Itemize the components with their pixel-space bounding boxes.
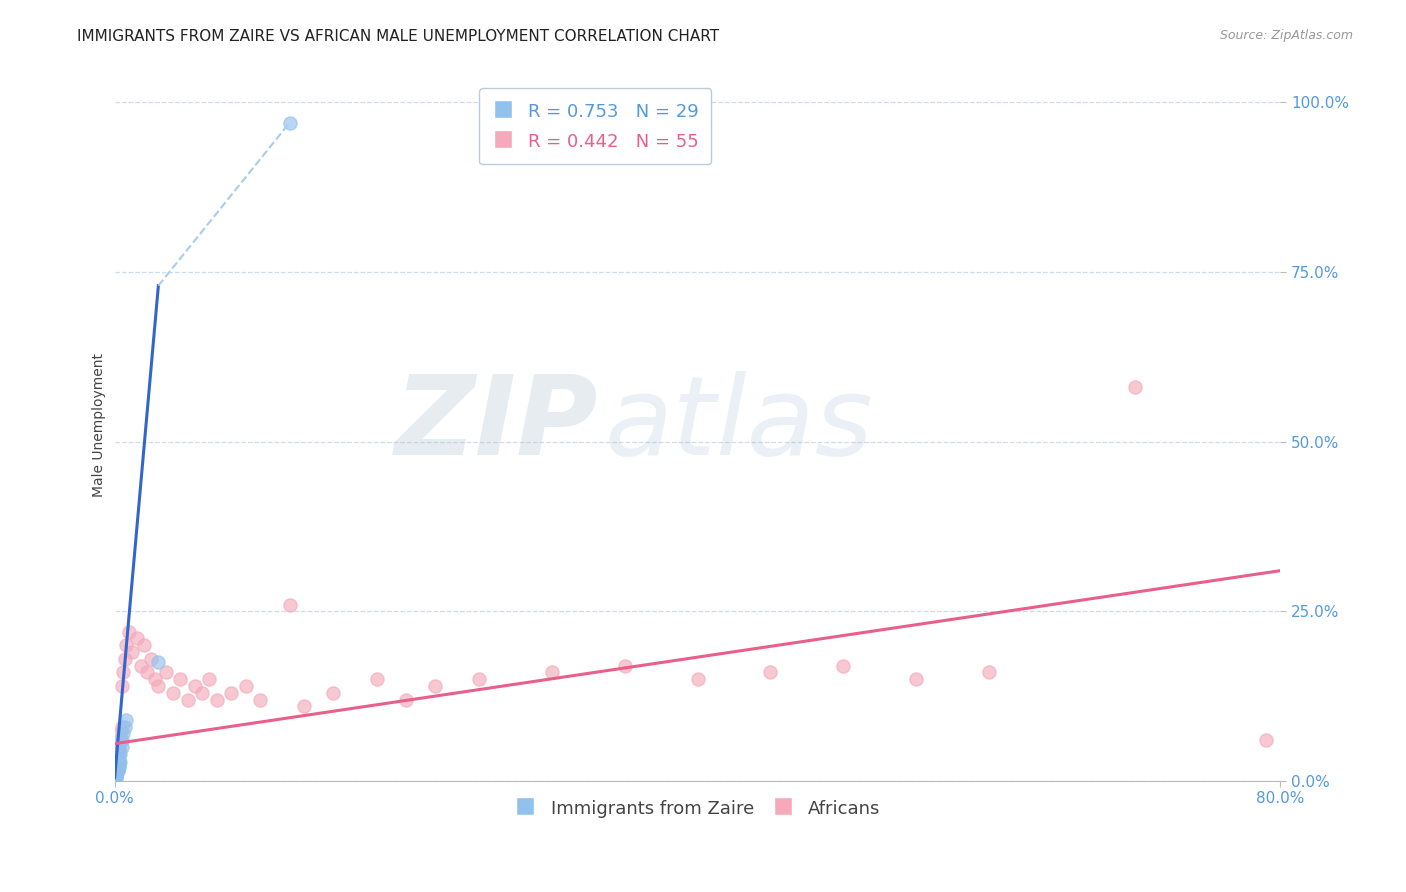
Point	[107, 757, 129, 772]
Point	[322, 686, 344, 700]
Point	[107, 759, 129, 773]
Text: ZIP: ZIP	[395, 371, 599, 478]
Point	[132, 638, 155, 652]
Point	[686, 672, 709, 686]
Point	[110, 747, 132, 761]
Point	[176, 692, 198, 706]
Text: atlas: atlas	[605, 371, 873, 478]
Point	[107, 750, 129, 764]
Legend: Immigrants from Zaire, Africans: Immigrants from Zaire, Africans	[508, 790, 887, 825]
Point	[395, 692, 418, 706]
Point	[1254, 733, 1277, 747]
Point	[219, 686, 242, 700]
Point	[110, 726, 132, 740]
Point	[278, 598, 301, 612]
Point	[107, 757, 129, 772]
Point	[292, 699, 315, 714]
Point	[108, 759, 131, 773]
Point	[108, 740, 131, 755]
Point	[111, 740, 134, 755]
Point	[155, 665, 177, 680]
Point	[105, 764, 128, 778]
Point	[107, 762, 129, 776]
Point	[107, 762, 129, 776]
Point	[110, 733, 132, 747]
Point	[366, 672, 388, 686]
Point	[107, 754, 129, 768]
Point	[129, 658, 152, 673]
Point	[198, 672, 221, 686]
Point	[540, 665, 562, 680]
Point	[111, 733, 134, 747]
Point	[108, 743, 131, 757]
Point	[105, 767, 128, 781]
Point	[105, 764, 128, 778]
Point	[613, 658, 636, 673]
Point	[425, 679, 447, 693]
Point	[111, 720, 134, 734]
Point	[105, 768, 128, 782]
Point	[107, 750, 129, 764]
Point	[105, 765, 128, 780]
Point	[135, 665, 157, 680]
Point	[108, 760, 131, 774]
Point	[184, 679, 207, 693]
Point	[114, 652, 136, 666]
Point	[105, 765, 128, 780]
Point	[105, 767, 128, 781]
Point	[148, 655, 170, 669]
Point	[145, 672, 167, 686]
Point	[235, 679, 257, 693]
Text: Source: ZipAtlas.com: Source: ZipAtlas.com	[1219, 29, 1353, 42]
Point	[105, 771, 128, 785]
Point	[278, 116, 301, 130]
Point	[162, 686, 184, 700]
Point	[105, 768, 128, 782]
Point	[108, 743, 131, 757]
Point	[110, 755, 132, 769]
Point	[115, 638, 138, 652]
Point	[108, 757, 131, 772]
Point	[105, 768, 128, 782]
Point	[107, 762, 129, 776]
Point	[121, 645, 143, 659]
Point	[108, 747, 131, 761]
Point	[112, 665, 135, 680]
Point	[139, 652, 162, 666]
Point	[759, 665, 782, 680]
Text: IMMIGRANTS FROM ZAIRE VS AFRICAN MALE UNEMPLOYMENT CORRELATION CHART: IMMIGRANTS FROM ZAIRE VS AFRICAN MALE UN…	[77, 29, 720, 44]
Point	[191, 686, 214, 700]
Point	[249, 692, 271, 706]
Point	[169, 672, 191, 686]
Point	[112, 726, 135, 740]
Point	[905, 672, 928, 686]
Point	[108, 754, 131, 768]
Point	[118, 624, 141, 639]
Point	[1123, 380, 1146, 394]
Point	[114, 720, 136, 734]
Point	[115, 713, 138, 727]
Point	[977, 665, 1000, 680]
Point	[105, 767, 128, 781]
Point	[832, 658, 855, 673]
Point	[105, 760, 128, 774]
Point	[111, 679, 134, 693]
Point	[468, 672, 491, 686]
Y-axis label: Male Unemployment: Male Unemployment	[93, 352, 107, 497]
Point	[205, 692, 228, 706]
Point	[107, 764, 129, 778]
Point	[125, 632, 148, 646]
Point	[107, 759, 129, 773]
Point	[105, 765, 128, 780]
Point	[148, 679, 170, 693]
